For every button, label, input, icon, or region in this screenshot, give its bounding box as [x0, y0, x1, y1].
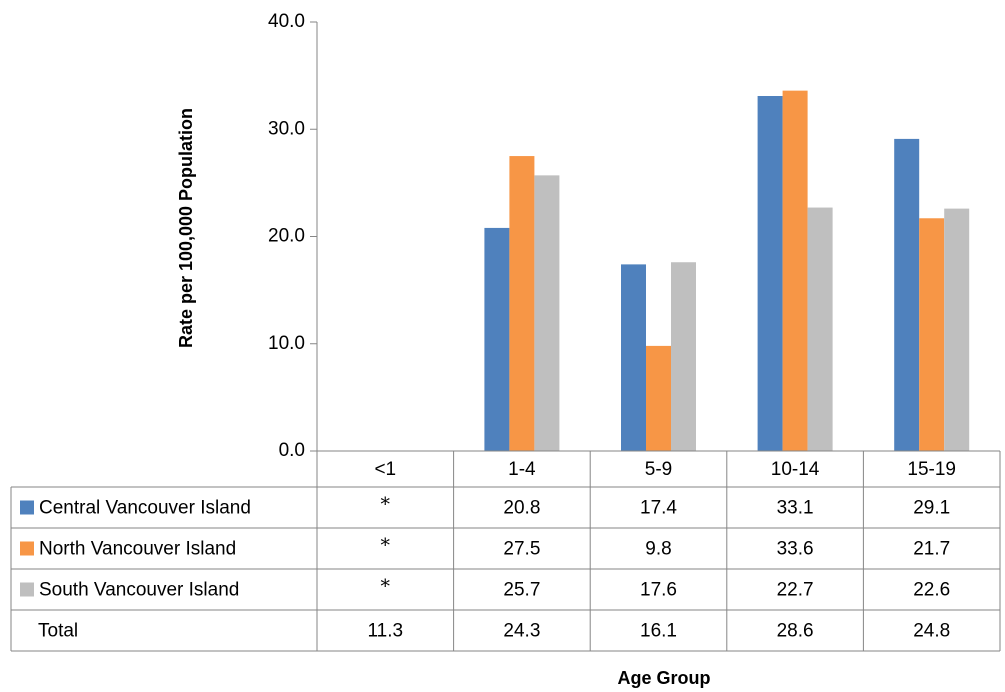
data-label: 20.8: [503, 498, 540, 519]
bar: [944, 208, 970, 451]
data-label: *: [381, 494, 391, 516]
y-tick-label: 0.0: [279, 440, 305, 461]
data-table: <1 1-4 5-9 10-14 15-19 Central Vancouver Isla…: [10, 450, 1001, 652]
category-label: 10-14: [771, 459, 820, 480]
data-label: 22.7: [777, 580, 814, 601]
data-label: 21.7: [913, 539, 950, 560]
legend-key: [20, 582, 34, 597]
data-label: 17.6: [640, 580, 677, 601]
x-axis-title: Age Group: [618, 668, 711, 688]
data-label: 24.8: [913, 621, 950, 642]
data-label: 16.1: [640, 621, 677, 642]
data-label: 9.8: [645, 539, 671, 560]
data-label: 17.4: [640, 498, 677, 519]
data-label: 25.7: [503, 580, 540, 601]
series-name: Central Vancouver Island: [39, 498, 251, 519]
data-label: 33.6: [777, 539, 814, 560]
legend-key: [20, 541, 34, 556]
category-label: 15-19: [907, 459, 956, 480]
bar: [894, 138, 920, 451]
y-tick-label: 30.0: [268, 118, 305, 139]
data-label: *: [381, 576, 391, 598]
y-tick-label: 10.0: [268, 333, 305, 354]
data-label: 24.3: [503, 621, 540, 642]
data-label: 33.1: [777, 498, 814, 519]
data-label: 22.6: [913, 580, 950, 601]
bar: [621, 264, 646, 451]
data-label: *: [381, 535, 391, 557]
legend-key: [20, 500, 34, 515]
series-name: Total: [38, 621, 78, 642]
data-label: 29.1: [913, 498, 950, 519]
bar: [671, 262, 696, 451]
bar: [807, 207, 833, 451]
category-label: 5-9: [645, 459, 672, 480]
data-label: 11.3: [368, 621, 404, 642]
bar: [919, 218, 945, 451]
y-tick-label: 40.0: [268, 11, 305, 32]
bar: [509, 156, 535, 451]
bar: [484, 227, 510, 451]
y-tick-label: 20.0: [268, 226, 305, 247]
bar: [646, 345, 671, 451]
data-label: 27.5: [503, 539, 540, 560]
series-name: South Vancouver Island: [39, 580, 239, 601]
category-label: 1-4: [508, 459, 536, 480]
y-axis-title: Rate per 100,000 Population: [176, 108, 196, 348]
category-label: <1: [374, 459, 396, 480]
bars: [484, 90, 970, 451]
bar: [782, 90, 808, 451]
series-name: North Vancouver Island: [39, 539, 236, 560]
bar: [757, 96, 783, 451]
data-label: 28.6: [777, 621, 814, 642]
bar: [534, 175, 560, 451]
axes: 0.0 10.0 20.0 30.0 40.0: [268, 11, 318, 461]
